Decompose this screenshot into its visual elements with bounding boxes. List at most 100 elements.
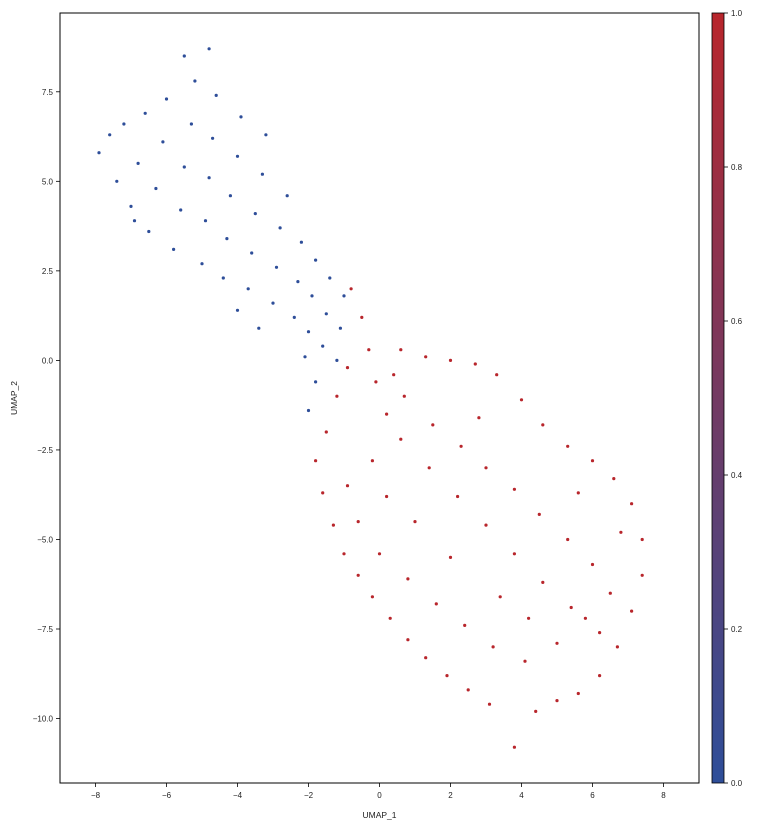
scatter-point	[314, 258, 318, 262]
scatter-point	[335, 358, 339, 362]
scatter-point	[182, 165, 186, 169]
scatter-point	[328, 276, 332, 280]
scatter-point	[367, 348, 371, 352]
scatter-point	[129, 204, 133, 208]
scatter-point	[402, 394, 406, 398]
scatter-point	[498, 595, 502, 599]
y-tick-label: 0.0	[42, 356, 54, 365]
x-tick-label: 4	[519, 791, 524, 800]
scatter-point	[385, 412, 389, 416]
scatter-point	[484, 466, 488, 470]
scatter-point	[345, 484, 350, 488]
y-tick-label: −5.0	[37, 535, 53, 544]
scatter-point	[555, 641, 559, 645]
scatter-point	[448, 358, 453, 362]
scatter-point	[292, 315, 296, 319]
scatter-point	[392, 373, 396, 377]
scatter-point	[356, 520, 360, 524]
scatter-point	[211, 136, 215, 140]
scatter-point	[519, 398, 524, 402]
scatter-point	[235, 308, 240, 312]
scatter-point	[306, 408, 311, 413]
scatter-point	[534, 709, 538, 714]
scatter-point	[523, 659, 527, 663]
scatter-point	[314, 380, 318, 384]
scatter-point	[615, 645, 620, 649]
scatter-point	[399, 437, 403, 441]
scatter-point	[477, 416, 481, 420]
scatter-point	[356, 573, 360, 577]
scatter-point	[221, 276, 225, 280]
scatter-point	[253, 212, 257, 216]
colorbar-tick-label: 0.6	[731, 317, 743, 326]
scatter-point	[285, 194, 289, 198]
scatter-point	[260, 172, 264, 176]
scatter-point	[132, 219, 137, 223]
y-tick-label: 5.0	[42, 177, 54, 186]
scatter-point	[374, 380, 378, 384]
x-tick-label: −8	[91, 791, 101, 800]
scatter-point	[434, 602, 438, 606]
scatter-point	[342, 552, 346, 556]
scatter-point	[172, 247, 176, 251]
scatter-point	[97, 151, 101, 155]
scatter-point	[324, 430, 328, 434]
scatter-point	[250, 251, 254, 255]
y-axis-label: UMAP_2	[9, 381, 19, 415]
scatter-point	[257, 326, 261, 330]
scatter-point	[342, 294, 346, 298]
x-tick-label: 0	[377, 791, 382, 800]
colorbar-tick-label: 0.4	[731, 471, 743, 480]
scatter-point	[214, 93, 218, 97]
scatter-point	[576, 491, 580, 495]
scatter-point	[448, 555, 453, 560]
scatter-point	[512, 487, 517, 491]
scatter-point	[388, 616, 392, 620]
scatter-point	[189, 122, 193, 126]
scatter-point	[555, 699, 559, 703]
scatter-point	[161, 140, 165, 144]
scatter-point	[541, 580, 545, 585]
scatter-point	[512, 552, 517, 556]
scatter-point	[360, 315, 364, 319]
scatter-point	[576, 691, 580, 696]
scatter-point	[207, 47, 211, 51]
scatter-point	[335, 394, 339, 398]
scatter-point	[324, 312, 328, 316]
scatter-point	[235, 154, 240, 158]
scatter-point	[143, 111, 147, 115]
scatter-point	[203, 219, 208, 223]
scatter-point	[566, 444, 570, 448]
scatter-point	[182, 54, 186, 58]
scatter-point	[487, 702, 492, 706]
scatter-point	[147, 229, 151, 234]
scatter-point	[274, 265, 279, 269]
colorbar-gradient	[712, 13, 724, 783]
scatter-point	[413, 520, 417, 524]
scatter-point	[108, 133, 112, 137]
scatter-point	[303, 355, 307, 359]
scatter-point	[630, 502, 634, 506]
scatter-point	[370, 459, 374, 463]
scatter-point	[115, 179, 119, 183]
scatter-point	[179, 208, 183, 212]
y-tick-label: −10.0	[33, 715, 54, 724]
scatter-point	[566, 537, 570, 542]
scatter-point	[456, 494, 460, 499]
scatter-point	[630, 609, 634, 613]
x-tick-label: −6	[162, 791, 172, 800]
colorbar-frame	[711, 12, 725, 784]
scatter-point	[264, 133, 268, 137]
scatter-point	[406, 577, 410, 581]
scatter-point	[331, 523, 335, 527]
scatter-point	[424, 656, 428, 660]
scatter-point	[321, 344, 325, 348]
scatter-point	[345, 366, 350, 370]
scatter-point	[399, 348, 403, 352]
scatter-point	[598, 674, 602, 678]
scatter-point	[491, 645, 495, 649]
scatter-point	[370, 595, 374, 599]
scatter-point	[122, 122, 126, 126]
y-tick-label: −2.5	[37, 446, 53, 455]
scatter-point	[569, 605, 573, 610]
